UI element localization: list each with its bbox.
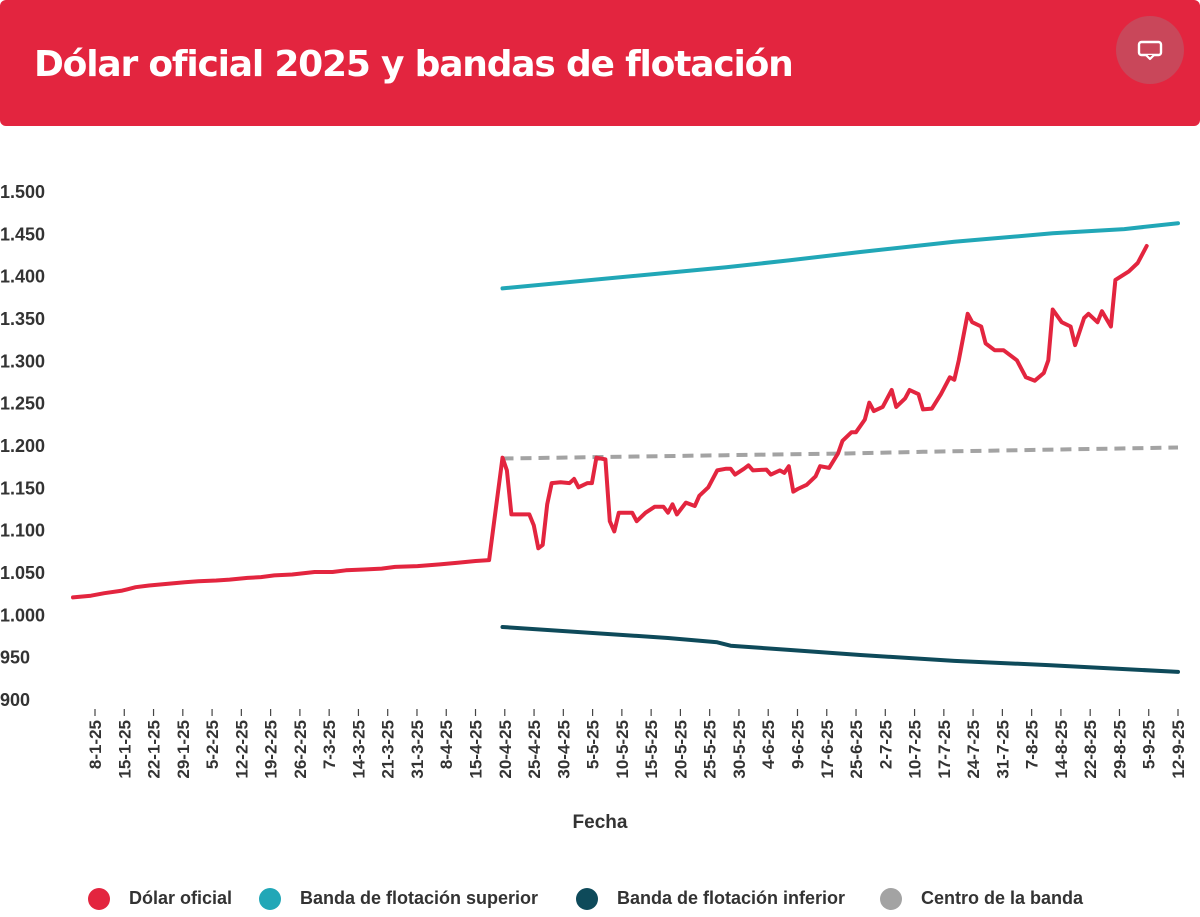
series-line-4 <box>502 445 1179 461</box>
x-tick-label: 17-7-25 <box>935 720 954 779</box>
legend-swatch <box>88 888 110 910</box>
x-tick-label: 7-3-25 <box>320 720 339 769</box>
legend-label: Banda de flotación superior <box>300 888 539 908</box>
x-tick-label: 5-9-25 <box>1140 720 1159 769</box>
chart-header: Dólar oficial 2025 y bandas de flotación <box>0 0 1200 126</box>
x-tick-label: 8-1-25 <box>86 720 105 769</box>
y-tick-label: 1.350 <box>0 309 45 329</box>
x-tick-label: 29-1-25 <box>174 720 193 779</box>
x-tick-label: 8-4-25 <box>437 720 456 769</box>
y-tick-label: 1.500 <box>0 182 45 202</box>
x-tick-label: 15-5-25 <box>642 720 661 779</box>
x-tick-label: 26-2-25 <box>291 720 310 779</box>
legend-label: Banda de flotación inferior <box>617 888 846 908</box>
x-tick-label: 25-6-25 <box>847 720 866 779</box>
y-tick-label: 1.250 <box>0 394 45 414</box>
legend-swatch <box>259 888 281 910</box>
y-tick-label: 1.450 <box>0 224 45 244</box>
x-tick-label: 22-1-25 <box>145 720 164 779</box>
series-line-2 <box>500 221 1180 291</box>
x-tick-label: 24-7-25 <box>964 720 983 779</box>
y-tick-label: 1.400 <box>0 267 45 287</box>
x-tick-label: 12-9-25 <box>1169 720 1188 779</box>
x-tick-label: 22-8-25 <box>1081 720 1100 779</box>
x-tick-label: 4-6-25 <box>759 720 778 769</box>
y-tick-label: 1.050 <box>0 563 45 583</box>
x-tick-label: 5-5-25 <box>584 720 603 769</box>
x-tick-label: 21-3-25 <box>379 720 398 779</box>
x-tick-label: 25-5-25 <box>701 720 720 779</box>
legend-label: Dólar oficial <box>129 888 233 908</box>
y-tick-label: 1.200 <box>0 436 45 456</box>
y-tick-label: 1.000 <box>0 605 45 625</box>
x-tick-label: 2-7-25 <box>876 720 895 769</box>
comment-button[interactable] <box>1116 16 1184 84</box>
x-tick-label: 15-4-25 <box>467 720 486 779</box>
x-tick-label: 10-5-25 <box>613 720 632 779</box>
x-tick-label: 30-5-25 <box>730 720 749 779</box>
x-tick-label: 19-2-25 <box>262 720 281 779</box>
x-axis-title: Fecha <box>573 812 628 833</box>
legend-swatch <box>576 888 598 910</box>
series-line-1 <box>71 244 1149 600</box>
x-tick-label: 31-7-25 <box>993 720 1012 779</box>
chart-title: Dólar oficial 2025 y bandas de flotación <box>34 44 794 85</box>
line-chart: 1.500 1.450 1.400 1.350 1.300 1.250 1.200 1.150… <box>0 182 1188 833</box>
y-tick-label: 1.150 <box>0 478 45 498</box>
x-tick-label: 31-3-25 <box>408 720 427 779</box>
y-tick-label: 1.300 <box>0 351 45 371</box>
x-tick-label: 17-6-25 <box>818 720 837 779</box>
x-tick-label: 12-2-25 <box>232 720 251 779</box>
x-tick-label: 14-3-25 <box>349 720 368 779</box>
series-line-3 <box>500 625 1180 674</box>
x-tick-label: 9-6-25 <box>788 720 807 769</box>
x-tick-label: 29-8-25 <box>1110 720 1129 779</box>
legend-label: Centro de la banda <box>921 888 1084 908</box>
x-tick-label: 25-4-25 <box>525 720 544 779</box>
x-tick-label: 20-5-25 <box>671 720 690 779</box>
x-tick-label: 5-2-25 <box>203 720 222 769</box>
x-tick-label: 7-8-25 <box>1023 720 1042 769</box>
y-tick-label: 1.100 <box>0 521 45 541</box>
y-tick-label: 900 <box>0 690 30 710</box>
legend-swatch <box>880 888 902 910</box>
x-tick-label: 30-4-25 <box>554 720 573 779</box>
x-tick-label: 14-8-25 <box>1052 720 1071 779</box>
x-tick-label: 10-7-25 <box>906 720 925 779</box>
y-tick-label: 950 <box>0 648 30 668</box>
x-tick-label: 20-4-25 <box>496 720 515 779</box>
x-tick-label: 15-1-25 <box>115 720 134 779</box>
comment-icon <box>1137 40 1163 61</box>
